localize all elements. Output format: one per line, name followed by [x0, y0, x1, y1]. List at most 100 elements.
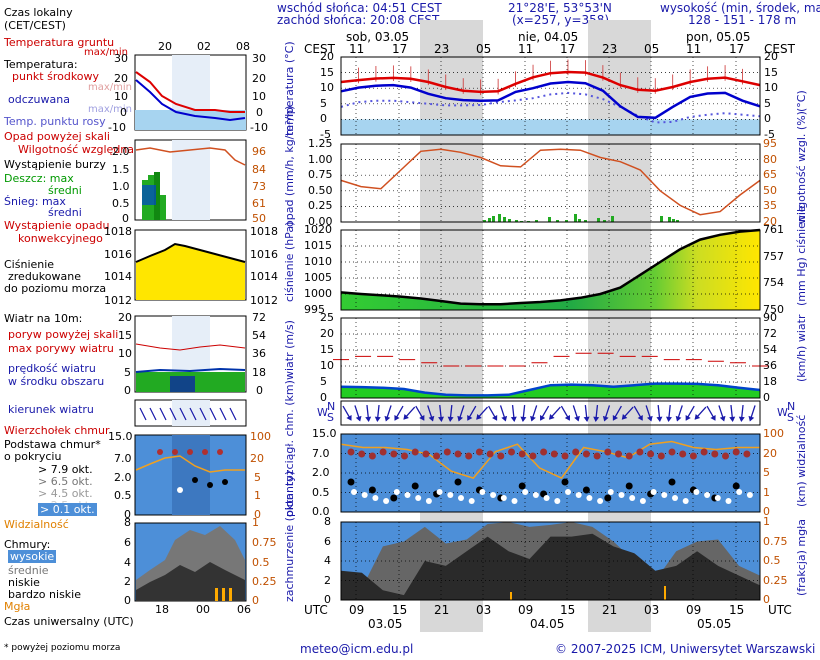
legend-feel-line [135, 79, 246, 122]
legend-wind-line [135, 367, 246, 373]
axis-label: 20 [320, 327, 334, 340]
cb-low-dot [415, 495, 422, 501]
rcl-axis-4: 0 [252, 594, 259, 607]
pressure-label2: zredukowane [8, 270, 81, 283]
snow-mid-label: średni [48, 206, 82, 219]
cb-top-dot [390, 450, 398, 458]
wind-arrow [476, 406, 489, 420]
precip-bar [578, 219, 581, 222]
rw-axis-2: 36 [252, 347, 266, 360]
wind-arrow [540, 405, 550, 421]
clouds-vlow-label: bardzo niskie [8, 588, 81, 601]
hour-bottom: 21 [434, 603, 450, 617]
lt-axis-2: 10 [114, 90, 128, 103]
wind-arrow [427, 405, 435, 422]
wind-letter-s-left: S [327, 411, 334, 424]
wind-arrow-head [476, 413, 482, 420]
cb-base-dot [454, 478, 462, 486]
precip-bar [556, 220, 559, 222]
gust-over-label: poryw powyżej skali [8, 328, 119, 341]
precip-bar [660, 216, 663, 222]
hour-bottom: 03 [644, 603, 660, 617]
cb-top-dot [540, 448, 548, 456]
wind-arrow-head [694, 413, 701, 420]
cb-top-dot [368, 452, 376, 460]
rpr-axis-0: 1018 [250, 225, 278, 238]
legend-vis-line [135, 455, 245, 473]
legend-cb-dot1 [157, 449, 163, 455]
wind-arrow-head [457, 415, 464, 422]
axis-label: 15.0 [312, 427, 337, 440]
panel-frame-press [340, 229, 761, 311]
wind-arrow [530, 405, 538, 422]
wind-arrow-head [346, 414, 352, 421]
wind-arrow [694, 406, 707, 420]
wind-arrow-head [738, 416, 745, 422]
cb-low-dot [372, 495, 379, 501]
wind-arrow-head [583, 416, 590, 422]
axis-label: 0.75 [763, 534, 788, 548]
precip-bar [488, 218, 491, 222]
panel-frame-temp [340, 56, 761, 136]
cb-top-dot [411, 448, 419, 456]
axis-label: 0.25 [308, 199, 333, 213]
pressure-line [340, 228, 761, 306]
footer-email[interactable]: meteo@icm.edu.pl [300, 642, 414, 656]
wind-dir-label: kierunek wiatru [8, 403, 94, 416]
cb-top-dot [732, 448, 740, 456]
cb-low-dot [532, 492, 539, 498]
cb-low-dot [383, 498, 390, 504]
lpr-axis-3: 1012 [104, 294, 132, 307]
cb-low-dot [458, 495, 464, 501]
precip-bar [676, 220, 679, 222]
cb-low-dot [704, 492, 711, 498]
temperature-label: Temperatura: [4, 58, 78, 71]
precip-bar [611, 216, 614, 222]
axis-label: 757 [763, 249, 784, 263]
wind-arrow-head [394, 414, 400, 421]
axis-label: 0.5 [312, 485, 330, 499]
wind-arrow [718, 405, 726, 422]
cb-top-dot [401, 452, 408, 460]
cb-top-dot [679, 450, 687, 458]
axis-label: 1000 [304, 287, 332, 300]
clouds-mid-label: średnie [8, 564, 49, 577]
cb-top-dot [465, 452, 473, 460]
axis-label: -5 [764, 128, 775, 141]
cb-low-dot [490, 492, 497, 498]
precip-bar [574, 214, 577, 222]
cb-low-dot [607, 489, 614, 495]
wind-arrow [621, 406, 634, 420]
wind-arrow-head [492, 414, 498, 421]
rt-axis-1: 20 [252, 72, 266, 85]
rpr-axis-3: 1012 [250, 294, 278, 307]
okt-0: > 7.9 okt. [38, 463, 93, 476]
lt-axis-1: 20 [114, 72, 128, 85]
wind-arrow [583, 404, 590, 422]
legend-cb-dot6 [192, 477, 198, 483]
axis-label: 5 [763, 466, 770, 479]
wind-arrow-head [419, 414, 425, 421]
cb-top-dot [550, 450, 558, 458]
cb-top-dot [582, 450, 590, 458]
cb-low-dot [511, 498, 518, 504]
wind-arrow-head [665, 416, 672, 422]
clouds-label: Chmury: [4, 538, 51, 551]
wind-speed-line [340, 382, 761, 397]
cb-low-dot [500, 495, 507, 501]
cb-low-dot [522, 489, 529, 495]
axis-label: 0.75 [308, 168, 333, 182]
wind-arrow-head [403, 413, 409, 420]
precip-bar [515, 220, 518, 222]
ylabel-vis: (km) widzialność [795, 414, 808, 507]
rw-axis-4: 0 [256, 384, 263, 397]
lt-axis-4: -10 [108, 121, 126, 134]
height-values: 128 - 151 - 178 m [688, 13, 797, 27]
fog-bar [664, 586, 666, 600]
hour-bottom: 09 [518, 603, 534, 617]
clouds-high-label: wysokie [8, 550, 57, 563]
lpr-axis-2: 1014 [104, 270, 132, 283]
cb-low-dot [361, 492, 368, 498]
legend-cb-dot9 [177, 487, 183, 493]
